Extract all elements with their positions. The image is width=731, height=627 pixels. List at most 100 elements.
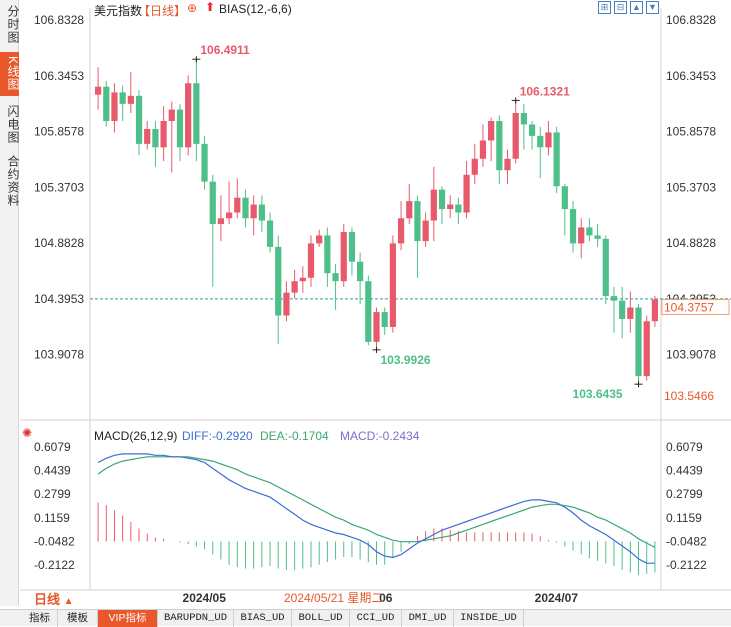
- tab-kline[interactable]: K线图: [0, 52, 20, 96]
- macd-tick-left: 0.2799: [34, 487, 71, 501]
- macd-panel: 0.6079 0.6079 0.4439 0.4439 0.2799 0.2799 0.11…: [34, 440, 707, 576]
- price-tick-left: 105.8578: [34, 125, 84, 139]
- tab-barupdn-ud[interactable]: BARUPDN_UD: [158, 610, 234, 627]
- indicator-tabbar: 指标 模板 VIP指标 BARUPDN_UD BIAS_UD BOLL_UD C…: [0, 609, 731, 627]
- settings-icon[interactable]: ⊕: [187, 1, 198, 15]
- macd-tick-left: -0.0482: [34, 534, 75, 548]
- price-tick-left: 106.3453: [34, 69, 84, 83]
- time-tick: 06: [379, 591, 393, 605]
- indicator-label[interactable]: BIAS(12,-6,6): [219, 2, 292, 16]
- macd-tick-right: 0.4439: [666, 464, 703, 478]
- sidebar: 分时图 K线图 闪电图 合约资料: [0, 0, 20, 606]
- candle-body: [209, 181, 216, 224]
- candle-body: [242, 197, 249, 219]
- macd-tick-right: 0.6079: [666, 440, 703, 454]
- price-tick-right: 105.3703: [666, 180, 716, 194]
- candle-body: [217, 218, 225, 224]
- candle-body: [332, 273, 339, 282]
- tab-timeshare[interactable]: 分时图: [6, 4, 20, 44]
- tab-flash-chart[interactable]: 闪电图: [6, 104, 20, 144]
- candle-body: [651, 299, 659, 322]
- price-axis: 106.8328 106.8328 106.3453 106.3453 105.8578…: [34, 13, 730, 403]
- indicator-arrow-icon[interactable]: ⬆: [205, 0, 216, 14]
- price-tick-left: 104.3953: [34, 292, 84, 306]
- candle-body: [561, 186, 568, 210]
- candle-body: [144, 129, 151, 144]
- move-up-icon[interactable]: ▲: [630, 1, 643, 14]
- candle-body: [291, 281, 298, 293]
- macd-settings-icon[interactable]: ✺: [22, 426, 33, 440]
- candle-body: [160, 121, 167, 148]
- current-price-label: 104.3757: [664, 300, 714, 314]
- annot-label: 106.1321: [520, 84, 570, 98]
- tab-templates[interactable]: 模板: [58, 610, 98, 627]
- tab-contract-info[interactable]: 合约资料: [6, 155, 20, 207]
- kline-chart[interactable]: 106.4911 106.1321 103.9926 103.6435 106.832…: [0, 0, 731, 609]
- candle-body: [103, 86, 110, 122]
- candle-body: [357, 261, 364, 282]
- macd-tick-right: -0.0482: [666, 534, 707, 548]
- candle-body: [537, 135, 544, 148]
- candle-body: [463, 174, 470, 213]
- candle-body: [389, 243, 396, 327]
- candle-body: [438, 189, 446, 210]
- period-tag[interactable]: 【日线】: [138, 4, 187, 18]
- candle-body: [316, 235, 323, 244]
- candle-body: [594, 235, 601, 239]
- candle-body: [578, 227, 585, 244]
- candle-body: [234, 197, 241, 213]
- candle-body: [266, 220, 274, 247]
- time-tick: 2024/05: [183, 591, 227, 605]
- candle-body: [94, 86, 102, 95]
- current-price-box: [661, 298, 730, 315]
- candle-body: [488, 121, 495, 141]
- macd-title: MACD(26,12,9): [94, 429, 178, 443]
- candle-body: [250, 204, 257, 219]
- candle-body: [397, 218, 405, 244]
- time-axis: 2024/05 06 2024/07 2024/05/21 星期二: [183, 591, 579, 605]
- price-tick-left: 104.8828: [34, 236, 84, 250]
- price-tick-right: 106.3453: [666, 69, 716, 83]
- candle-body: [545, 132, 552, 148]
- tab-boll-ud[interactable]: BOLL_UD: [292, 610, 350, 627]
- macd-tick-left: 0.6079: [34, 440, 71, 454]
- macd-tick-left: 0.1159: [34, 511, 70, 525]
- zoom-out-icon[interactable]: ⊟: [614, 1, 627, 14]
- tab-bias-ud[interactable]: BIAS_UD: [234, 610, 292, 627]
- macd-tick-left: -0.2122: [34, 558, 75, 572]
- period-button[interactable]: 日线 ▲: [22, 591, 84, 608]
- macd-value-label: MACD:-0.2434: [340, 429, 420, 443]
- move-down-icon[interactable]: ▼: [646, 1, 659, 14]
- candle-body: [406, 201, 413, 219]
- candle-body: [528, 124, 536, 136]
- candle-body: [225, 212, 233, 219]
- candle-body: [479, 140, 487, 159]
- annot-label: 106.4911: [200, 43, 250, 57]
- candle-body: [627, 307, 634, 319]
- candle-body: [185, 83, 192, 148]
- candle-body: [365, 281, 372, 342]
- price-tick-left: 105.3703: [34, 180, 84, 194]
- annot-label: 103.6435: [573, 387, 623, 401]
- tab-inside-ud[interactable]: INSIDE_UD: [454, 610, 524, 627]
- candle-body: [119, 92, 126, 104]
- candle-body: [152, 129, 159, 148]
- candle-body: [586, 227, 593, 236]
- tab-indicators[interactable]: 指标: [22, 610, 58, 627]
- candle-body: [168, 109, 175, 122]
- macd-tick-right: 0.2799: [666, 487, 703, 501]
- diff-line: [97, 453, 655, 564]
- tab-dmi-ud[interactable]: DMI_UD: [402, 610, 454, 627]
- candle-body: [340, 231, 347, 282]
- candle-body: [520, 112, 528, 125]
- candle-body: [504, 158, 511, 171]
- tab-cci-ud[interactable]: CCI_UD: [350, 610, 402, 627]
- candle-body: [414, 201, 421, 242]
- candle-body: [381, 312, 388, 327]
- candle-body: [127, 95, 134, 104]
- price-tick-left: 106.8328: [34, 13, 84, 27]
- tab-vip-indicators[interactable]: VIP指标: [98, 610, 158, 627]
- candle-body: [569, 209, 577, 244]
- candle-body: [602, 238, 609, 297]
- zoom-in-icon[interactable]: ⊞: [598, 1, 611, 14]
